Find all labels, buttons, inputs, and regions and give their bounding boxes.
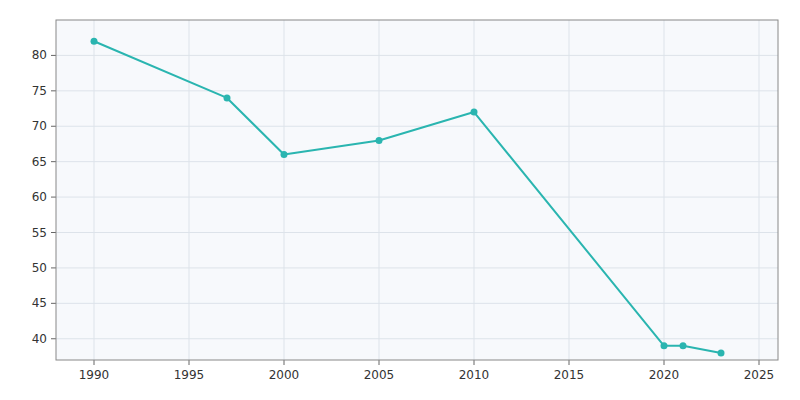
x-tick-label: 1995 bbox=[174, 368, 205, 382]
y-tick bbox=[51, 232, 56, 233]
x-tick bbox=[569, 360, 570, 365]
point bbox=[718, 349, 725, 356]
x-tick bbox=[189, 360, 190, 365]
x-grid-line bbox=[569, 20, 570, 360]
point bbox=[91, 38, 98, 45]
y-tick bbox=[51, 161, 56, 162]
point bbox=[661, 342, 668, 349]
y-tick-label: 60 bbox=[32, 190, 47, 204]
y-grid-line bbox=[56, 338, 778, 339]
y-tick-label: 70 bbox=[32, 119, 47, 133]
y-grid-line bbox=[56, 197, 778, 198]
y-tick bbox=[51, 90, 56, 91]
x-tick bbox=[474, 360, 475, 365]
y-tick-label: 45 bbox=[32, 296, 47, 310]
x-grid-line bbox=[664, 20, 665, 360]
x-tick bbox=[284, 360, 285, 365]
x-tick bbox=[664, 360, 665, 365]
y-tick bbox=[51, 267, 56, 268]
x-tick bbox=[94, 360, 95, 365]
x-tick-label: 1990 bbox=[79, 368, 110, 382]
grid bbox=[56, 20, 778, 360]
series bbox=[91, 38, 725, 357]
chart-container: 1990 1995 2000 2005 2010 2015 2020 2025 40 45 50 55… bbox=[0, 0, 800, 400]
x-tick-label: 2025 bbox=[744, 368, 775, 382]
y-grid-line bbox=[56, 90, 778, 91]
y-grid-line bbox=[56, 55, 778, 56]
x-tick-label: 2015 bbox=[554, 368, 585, 382]
point bbox=[281, 151, 288, 158]
x-grid-line bbox=[474, 20, 475, 360]
line bbox=[94, 41, 721, 353]
y-tick bbox=[51, 338, 56, 339]
point bbox=[224, 94, 231, 101]
point bbox=[680, 342, 687, 349]
x-grid-line bbox=[379, 20, 380, 360]
x-grid-line bbox=[94, 20, 95, 360]
y-tick-label: 80 bbox=[32, 48, 47, 62]
y-tick-label: 75 bbox=[32, 84, 47, 98]
x-tick bbox=[379, 360, 380, 365]
x-grid-line bbox=[759, 20, 760, 360]
x-grid-line bbox=[284, 20, 285, 360]
axes: 1990 1995 2000 2005 2010 2015 2020 2025 40 45 50 55… bbox=[32, 48, 775, 382]
chart: 1990 1995 2000 2005 2010 2015 2020 2025 40 45 50 55… bbox=[0, 0, 800, 400]
x-tick-label: 2005 bbox=[364, 368, 395, 382]
y-tick-label: 40 bbox=[32, 332, 47, 346]
y-tick bbox=[51, 55, 56, 56]
plot-background bbox=[56, 20, 778, 360]
plot-frame bbox=[56, 20, 778, 360]
y-grid-line bbox=[56, 232, 778, 233]
x-tick-label: 2010 bbox=[459, 368, 490, 382]
x-tick-label: 2020 bbox=[649, 368, 680, 382]
y-tick-label: 55 bbox=[32, 226, 47, 240]
x-tick bbox=[759, 360, 760, 365]
point bbox=[376, 137, 383, 144]
y-grid-line bbox=[56, 267, 778, 268]
x-tick-label: 2000 bbox=[269, 368, 300, 382]
x-grid-line bbox=[189, 20, 190, 360]
y-grid-line bbox=[56, 161, 778, 162]
y-grid-line bbox=[56, 126, 778, 127]
y-tick-label: 50 bbox=[32, 261, 47, 275]
y-tick bbox=[51, 126, 56, 127]
y-grid-line bbox=[56, 303, 778, 304]
y-tick bbox=[51, 303, 56, 304]
point bbox=[471, 109, 478, 116]
y-tick bbox=[51, 197, 56, 198]
y-tick-label: 65 bbox=[32, 155, 47, 169]
